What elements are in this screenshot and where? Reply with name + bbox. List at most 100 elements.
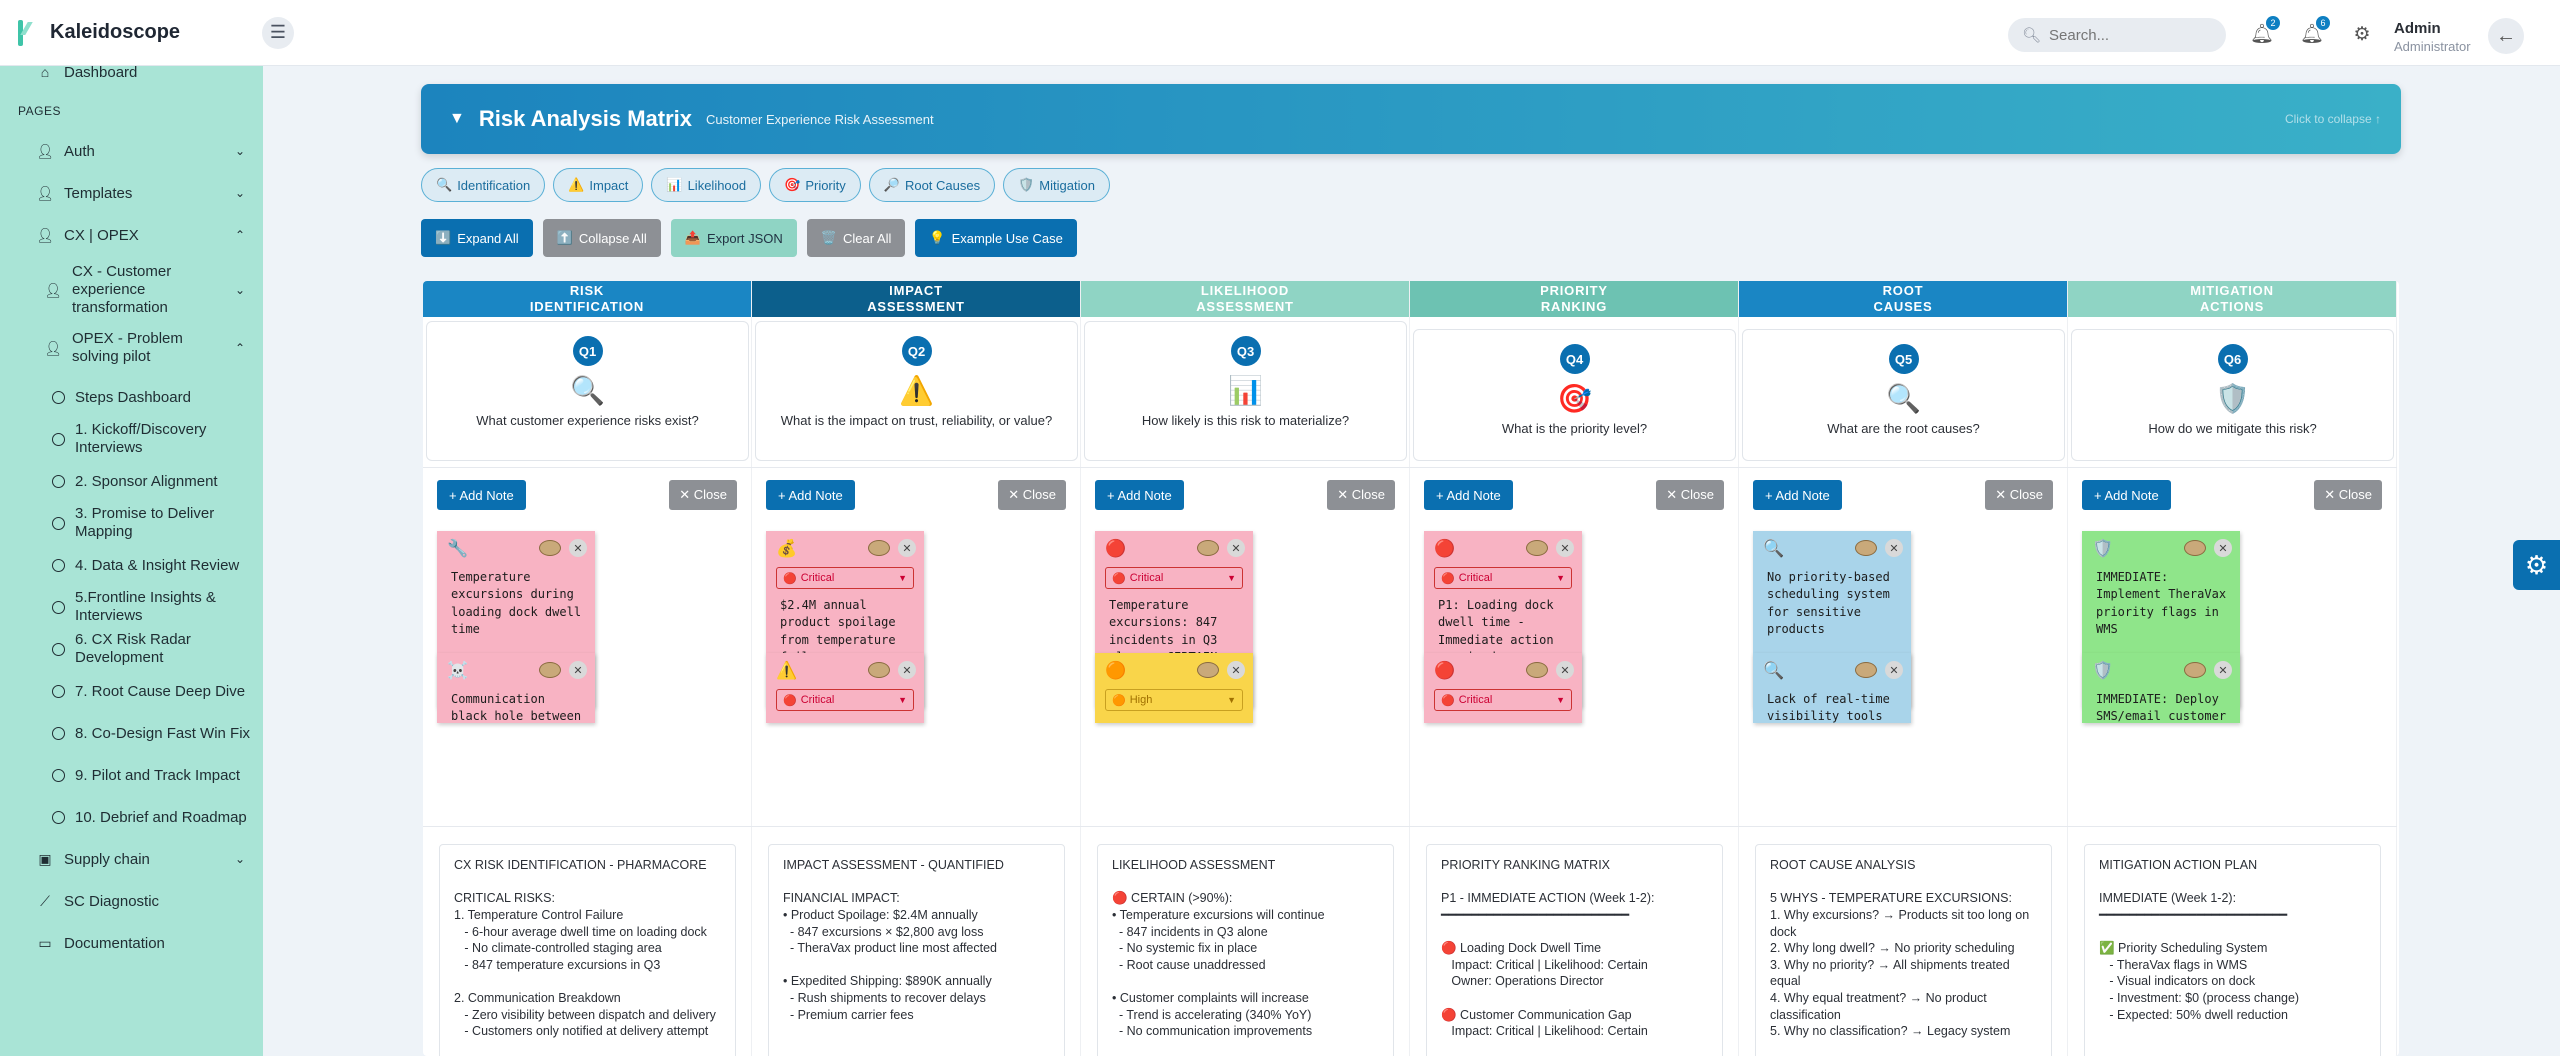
sidebar-step-item[interactable]: 7. Root Cause Deep Dive [0,670,263,712]
sticky-note[interactable]: 🟠 ✕ 🟠 High ▼ [1095,653,1253,723]
close-icon[interactable]: ✕ [1885,661,1903,679]
sticky-note[interactable]: ⚠️ ✕ 🔴 Critical ▼ [766,653,924,723]
filter-impact[interactable]: ⚠️ Impact [553,168,644,202]
close-icon[interactable]: ✕ [1556,539,1574,557]
close-icon[interactable]: ✕ [1556,661,1574,679]
notifications-bell-icon[interactable]: 🔔︎ 2 [2250,16,2280,46]
close-column-button[interactable]: ✕ Close [1985,480,2053,510]
close-icon[interactable]: ✕ [569,661,587,679]
sticky-note[interactable]: ☠️ ✕ Communication black hole between [437,653,595,723]
sticky-note[interactable]: 🛡️ ✕ IMMEDIATE: Deploy SMS/email custome… [2082,653,2240,723]
note-text[interactable]: Temperature excursions during loading do… [451,570,582,637]
close-icon[interactable]: ✕ [2214,661,2232,679]
close-icon[interactable]: ✕ [1885,539,1903,557]
add-note-button[interactable]: + Add Note [437,480,526,510]
palette-icon[interactable] [1855,662,1877,678]
analysis-document[interactable]: CX RISK IDENTIFICATION - PHARMACORE CRIT… [439,844,736,1056]
sidebar-step-item[interactable]: 9. Pilot and Track Impact [0,754,263,796]
palette-icon[interactable] [539,540,561,556]
add-note-button[interactable]: + Add Note [2082,480,2171,510]
palette-icon[interactable] [1526,540,1548,556]
close-icon[interactable]: ✕ [1227,661,1245,679]
sidebar-item-documentation[interactable]: ▭ Documentation [0,922,263,964]
palette-icon[interactable] [1197,662,1219,678]
settings-gear-icon[interactable]: ⚙ [2353,23,2371,45]
severity-select[interactable]: 🔴 Critical ▼ [1434,689,1572,711]
sidebar-item-sc-diagnostic[interactable]: ⟋ SC Diagnostic [0,880,263,922]
analysis-document[interactable]: IMPACT ASSESSMENT - QUANTIFIED FINANCIAL… [768,844,1065,1056]
analysis-document[interactable]: MITIGATION ACTION PLAN IMMEDIATE (Week 1… [2084,844,2381,1056]
note-text[interactable]: IMMEDIATE: Implement TheraVax priority f… [2096,570,2227,637]
filter-root-causes[interactable]: 🔎 Root Causes [868,168,996,202]
palette-icon[interactable] [868,662,890,678]
note-text[interactable]: No priority-based scheduling system for … [1767,570,1890,637]
palette-icon[interactable] [1197,540,1219,556]
sidebar-step-item[interactable]: 1. Kickoff/Discovery Interviews [0,418,263,460]
severity-select[interactable]: 🔴 Critical ▼ [776,689,914,711]
menu-toggle-icon[interactable]: ☰ [262,16,294,49]
sidebar-item-cx-opex[interactable]: 👤︎ CX | OPEX ⌃ [0,214,263,256]
note-text[interactable]: Communication black hole between [451,692,582,723]
close-icon[interactable]: ✕ [898,661,916,679]
palette-icon[interactable] [1526,662,1548,678]
add-note-button[interactable]: + Add Note [766,480,855,510]
severity-select[interactable]: 🟠 High ▼ [1105,689,1243,711]
search-box[interactable]: 🔍︎ [2008,18,2226,52]
close-column-button[interactable]: ✕ Close [1327,480,1395,510]
settings-gear-icon[interactable]: ⚙ [2513,540,2560,590]
close-column-button[interactable]: ✕ Close [2314,480,2382,510]
sidebar-step-item[interactable]: 4. Data & Insight Review [0,544,263,586]
palette-icon[interactable] [2184,662,2206,678]
expand-all-button[interactable]: ⬇️ Expand All [421,219,533,257]
sidebar-item-supply-chain[interactable]: ▣ Supply chain ⌄ [0,838,263,880]
sticky-note[interactable]: 🔍 ✕ Lack of real-time visibility tools a… [1753,653,1911,723]
collapse-all-button[interactable]: ⬆️ Collapse All [542,219,661,257]
add-note-button[interactable]: + Add Note [1424,480,1513,510]
sidebar-item-dashboard[interactable]: ⌂ Dashboard [0,66,263,82]
clear-all-button[interactable]: 🗑️ Clear All [806,219,906,257]
note-text[interactable]: Lack of real-time visibility tools acros… [1767,692,1890,723]
palette-icon[interactable] [1855,540,1877,556]
filter-mitigation[interactable]: 🛡️ Mitigation [1003,168,1110,202]
search-input[interactable] [2049,26,2220,44]
close-icon[interactable]: ✕ [2214,539,2232,557]
sticky-note[interactable]: 🔴 ✕ 🔴 Critical ▼ [1424,653,1582,723]
filter-likelihood[interactable]: 📊 Likelihood [651,168,762,202]
risk-matrix-header[interactable]: ▼ Risk Analysis Matrix Customer Experien… [421,84,2401,154]
sidebar-step-item[interactable]: 6. CX Risk Radar Development [0,628,263,670]
severity-select[interactable]: 🔴 Critical ▼ [776,567,914,589]
sidebar-step-item[interactable]: 8. Co-Design Fast Win Fix [0,712,263,754]
close-icon[interactable]: ✕ [569,539,587,557]
analysis-document[interactable]: ROOT CAUSE ANALYSIS 5 WHYS - TEMPERATURE… [1755,844,2052,1056]
sidebar-step-item[interactable]: 3. Promise to Deliver Mapping [0,502,263,544]
sidebar-item-auth[interactable]: 👤︎ Auth ⌄ [0,130,263,172]
sidebar-step-item[interactable]: 2. Sponsor Alignment [0,460,263,502]
close-column-button[interactable]: ✕ Close [1656,480,1724,510]
severity-select[interactable]: 🔴 Critical ▼ [1434,567,1572,589]
filter-priority[interactable]: 🎯 Priority [769,168,861,202]
sidebar-item-opex-pilot[interactable]: 👤︎ OPEX - Problem solving pilot ⌃ [0,324,263,372]
close-column-button[interactable]: ✕ Close [669,480,737,510]
close-icon[interactable]: ✕ [898,539,916,557]
palette-icon[interactable] [2184,540,2206,556]
sidebar-step-item[interactable]: 10. Debrief and Roadmap [0,796,263,838]
messages-bell-icon[interactable]: 🔔︎ 6 [2300,16,2330,46]
note-text[interactable]: IMMEDIATE: Deploy SMS/email customer [2096,692,2227,723]
sidebar-item-cx-transformation[interactable]: 👤︎ CX - Customer experience transformatio… [0,256,263,324]
close-icon[interactable]: ✕ [1227,539,1245,557]
sidebar-step-item[interactable]: 5.Frontline Insights & Interviews [0,586,263,628]
sidebar-item-templates[interactable]: 👤︎ Templates ⌄ [0,172,263,214]
sidebar-step-item[interactable]: Steps Dashboard [0,376,263,418]
user-menu[interactable]: Admin Administrator [2394,20,2471,55]
analysis-document[interactable]: LIKELIHOOD ASSESSMENT 🔴 CERTAIN (>90%): … [1097,844,1394,1056]
severity-select[interactable]: 🔴 Critical ▼ [1105,567,1243,589]
brand[interactable]: Kaleidoscope [0,19,262,46]
add-note-button[interactable]: + Add Note [1753,480,1842,510]
example-use-case-button[interactable]: 💡 Example Use Case [915,219,1077,257]
palette-icon[interactable] [539,662,561,678]
close-column-button[interactable]: ✕ Close [998,480,1066,510]
add-note-button[interactable]: + Add Note [1095,480,1184,510]
filter-identification[interactable]: 🔍 Identification [421,168,546,202]
analysis-document[interactable]: PRIORITY RANKING MATRIX P1 - IMMEDIATE A… [1426,844,1723,1056]
export-json-button[interactable]: 📤 Export JSON [670,219,797,257]
